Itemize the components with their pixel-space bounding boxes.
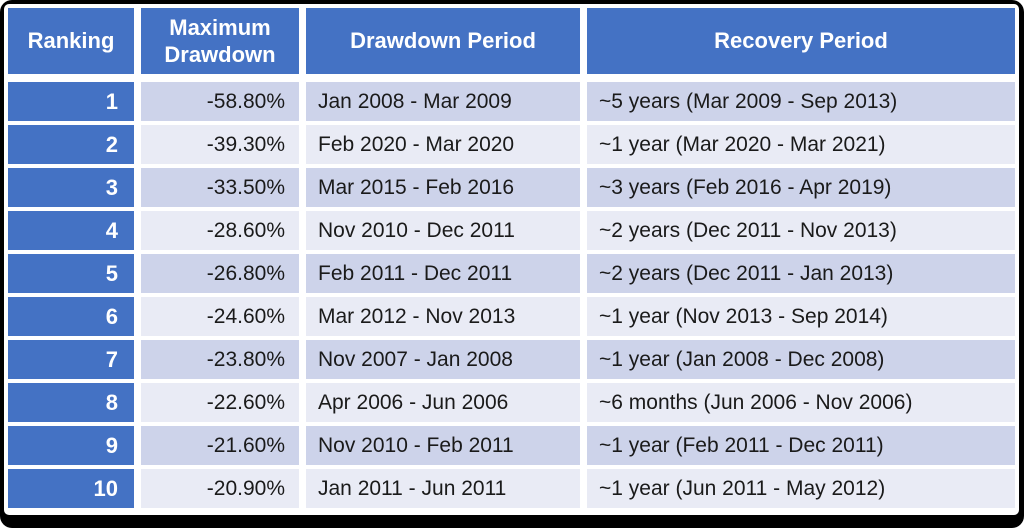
drawdown-period-cell: Nov 2010 - Feb 2011	[306, 426, 580, 465]
max-drawdown-cell: -39.30%	[141, 125, 299, 164]
drawdown-period-cell: Apr 2006 - Jun 2006	[306, 383, 580, 422]
max-drawdown-cell: -23.80%	[141, 340, 299, 379]
recovery-period-cell: ~3 years (Feb 2016 - Apr 2019)	[587, 168, 1015, 207]
table-panel: Ranking Maximum Drawdown Drawdown Period…	[4, 4, 1019, 515]
recovery-period-cell: ~1 year (Mar 2020 - Mar 2021)	[587, 125, 1015, 164]
drawdown-period-cell: Mar 2012 - Nov 2013	[306, 297, 580, 336]
drawdown-period-cell: Nov 2007 - Jan 2008	[306, 340, 580, 379]
ranking-cell: 8	[8, 383, 134, 422]
recovery-period-cell: ~5 years (Mar 2009 - Sep 2013)	[587, 82, 1015, 121]
drawdown-period-cell: Mar 2015 - Feb 2016	[306, 168, 580, 207]
recovery-period-cell: ~6 months (Jun 2006 - Nov 2006)	[587, 383, 1015, 422]
max-drawdown-cell: -33.50%	[141, 168, 299, 207]
max-drawdown-cell: -21.60%	[141, 426, 299, 465]
header-recovery-period: Recovery Period	[587, 8, 1015, 74]
ranking-cell: 7	[8, 340, 134, 379]
table-body: 1 -58.80% Jan 2008 - Mar 2009 ~5 years (…	[8, 82, 1015, 508]
max-drawdown-cell: -24.60%	[141, 297, 299, 336]
header-drawdown-period: Drawdown Period	[306, 8, 580, 74]
ranking-cell: 1	[8, 82, 134, 121]
drawdown-period-cell: Jan 2011 - Jun 2011	[306, 469, 580, 508]
ranking-cell: 6	[8, 297, 134, 336]
drawdown-period-cell: Nov 2010 - Dec 2011	[306, 211, 580, 250]
recovery-period-cell: ~1 year (Jun 2011 - May 2012)	[587, 469, 1015, 508]
header-maximum-drawdown: Maximum Drawdown	[141, 8, 299, 74]
drawdown-period-cell: Jan 2008 - Mar 2009	[306, 82, 580, 121]
drawdown-period-cell: Feb 2020 - Mar 2020	[306, 125, 580, 164]
recovery-period-cell: ~2 years (Dec 2011 - Jan 2013)	[587, 254, 1015, 293]
max-drawdown-cell: -22.60%	[141, 383, 299, 422]
max-drawdown-cell: -26.80%	[141, 254, 299, 293]
max-drawdown-cell: -20.90%	[141, 469, 299, 508]
ranking-cell: 2	[8, 125, 134, 164]
header-ranking: Ranking	[8, 8, 134, 74]
max-drawdown-cell: -58.80%	[141, 82, 299, 121]
ranking-cell: 10	[8, 469, 134, 508]
ranking-cell: 4	[8, 211, 134, 250]
ranking-cell: 3	[8, 168, 134, 207]
ranking-cell: 9	[8, 426, 134, 465]
ranking-cell: 5	[8, 254, 134, 293]
drawdown-table: Ranking Maximum Drawdown Drawdown Period…	[8, 8, 1015, 508]
recovery-period-cell: ~1 year (Jan 2008 - Dec 2008)	[587, 340, 1015, 379]
table-header-row: Ranking Maximum Drawdown Drawdown Period…	[8, 8, 1015, 74]
recovery-period-cell: ~1 year (Feb 2011 - Dec 2011)	[587, 426, 1015, 465]
max-drawdown-cell: -28.60%	[141, 211, 299, 250]
recovery-period-cell: ~2 years (Dec 2011 - Nov 2013)	[587, 211, 1015, 250]
drawdown-period-cell: Feb 2011 - Dec 2011	[306, 254, 580, 293]
recovery-period-cell: ~1 year (Nov 2013 - Sep 2014)	[587, 297, 1015, 336]
